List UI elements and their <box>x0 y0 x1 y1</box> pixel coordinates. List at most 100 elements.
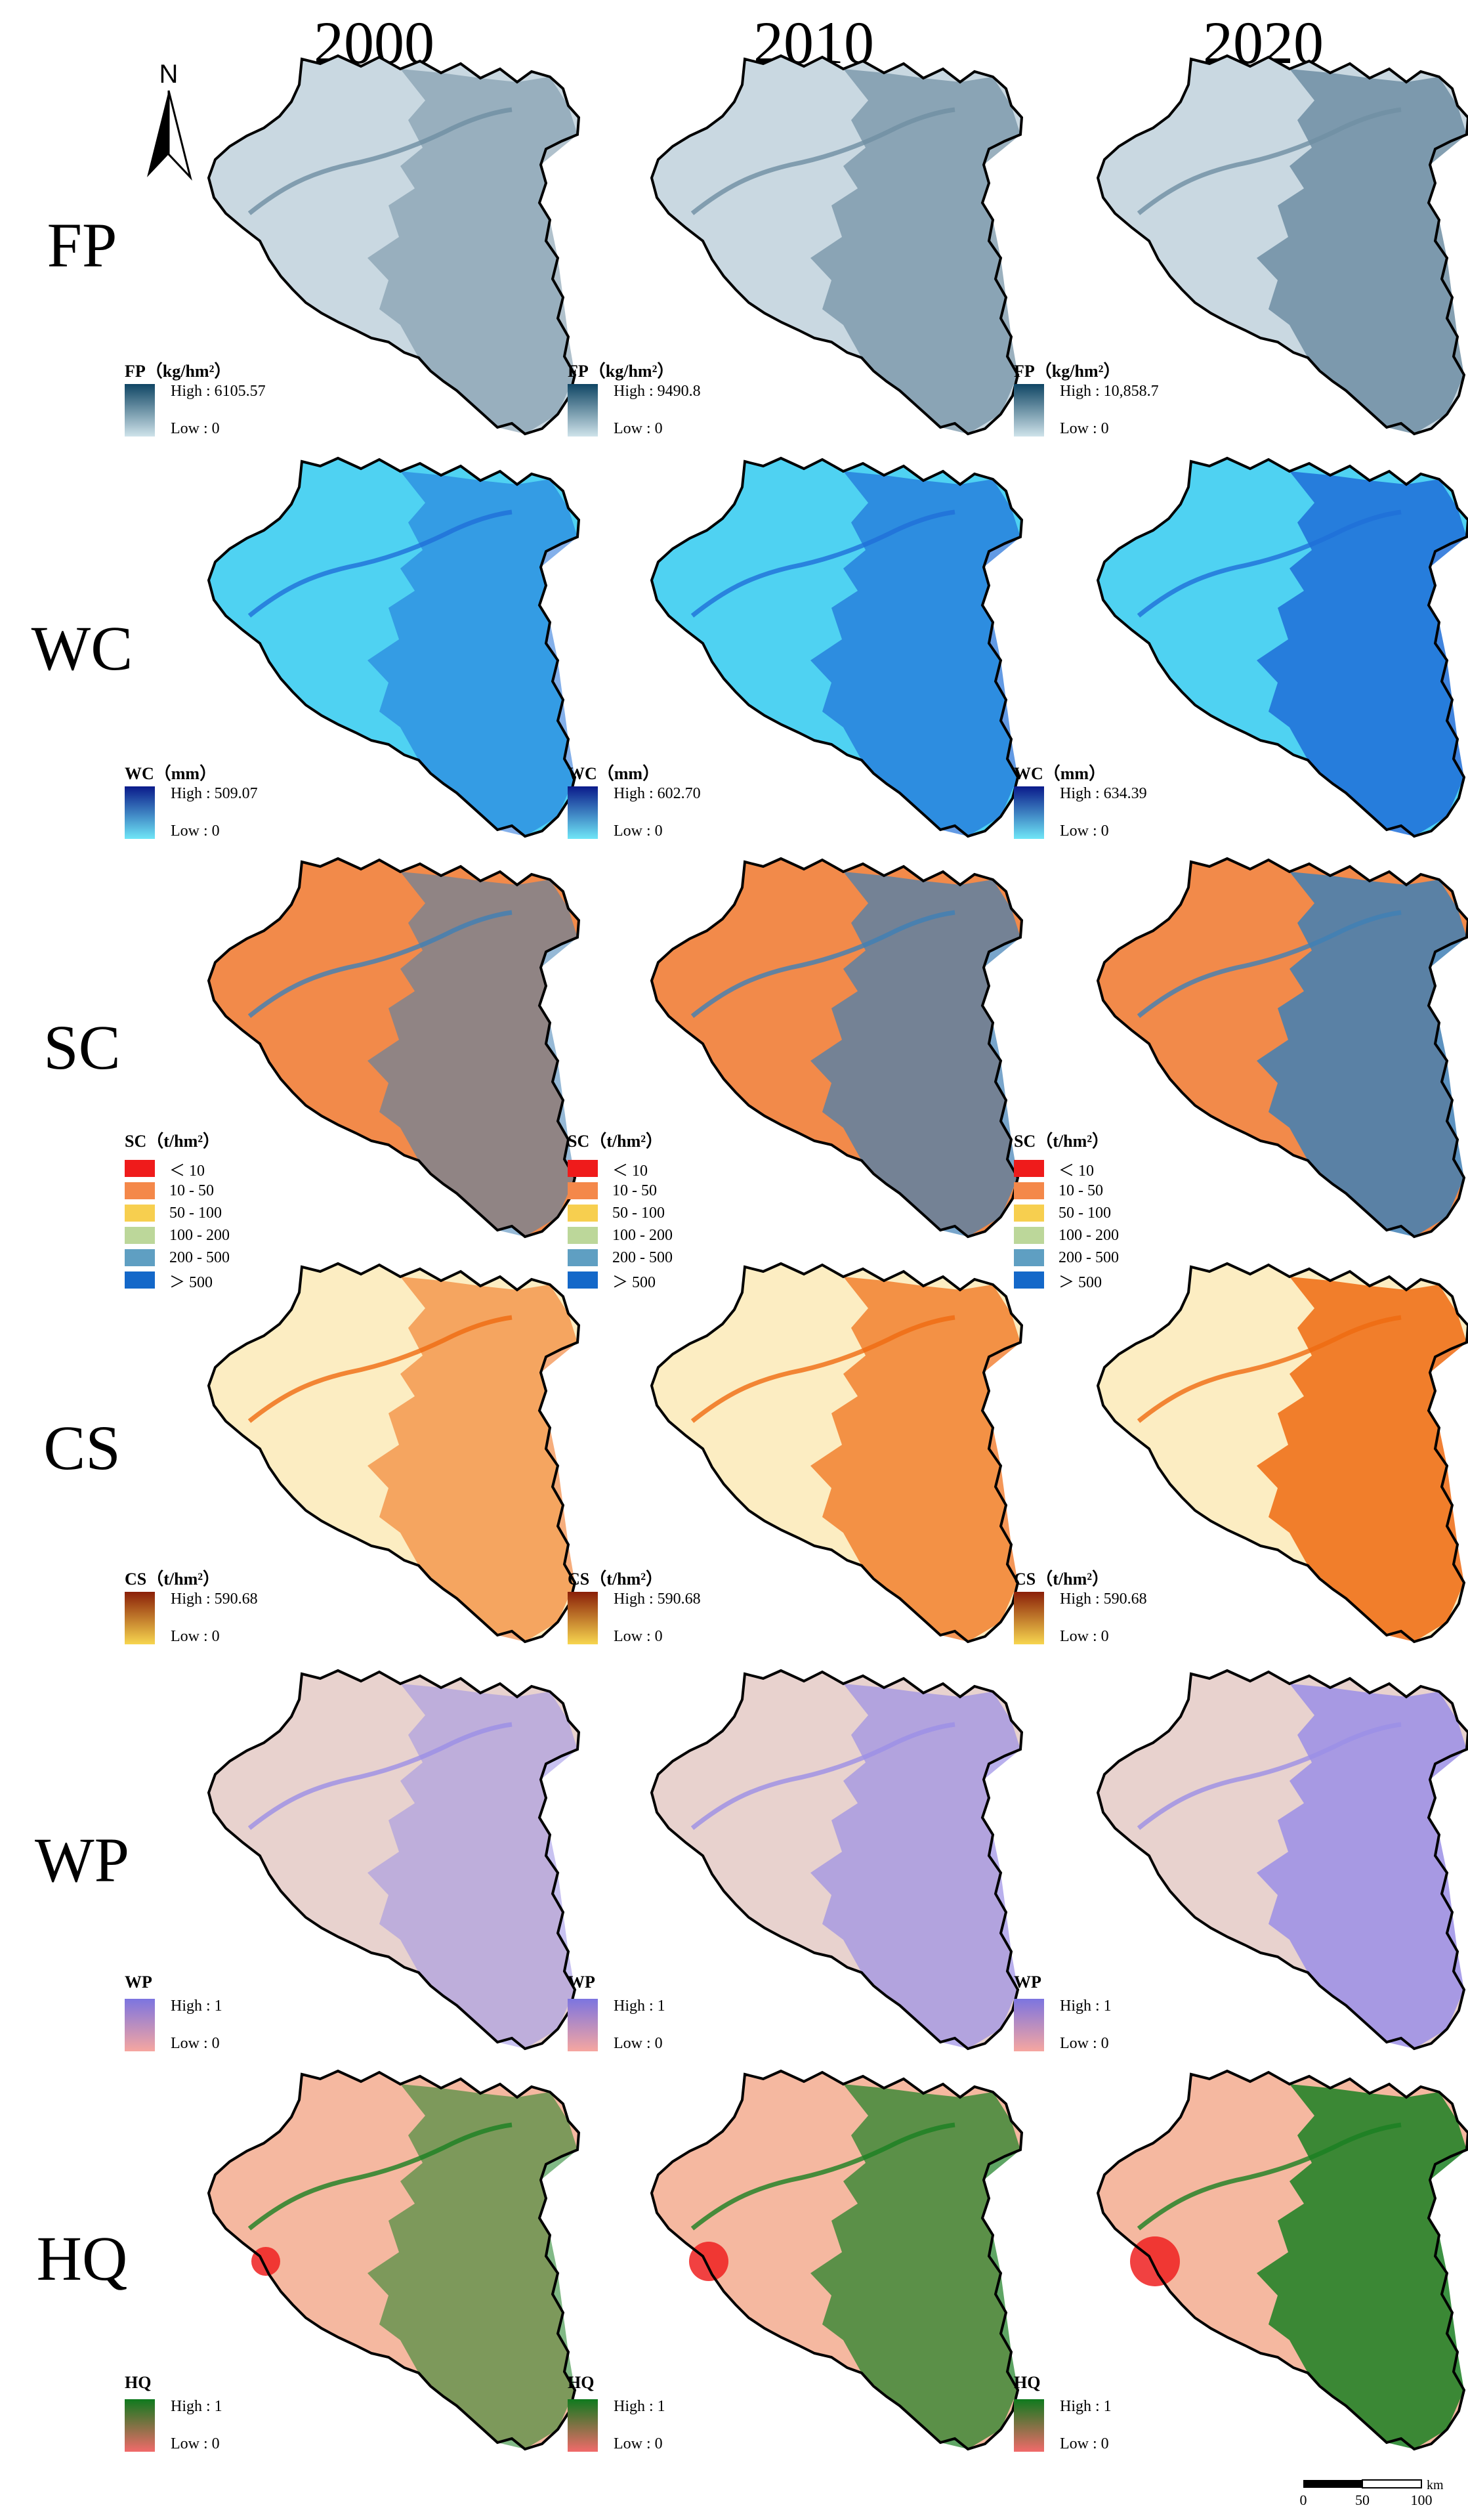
legend-class-label: ＜ 10 <box>169 1162 205 1180</box>
legend-color-ramp <box>125 384 155 437</box>
legend-title: WP <box>1014 1973 1041 1992</box>
legend-class-item: 100 - 200 <box>125 1224 387 1247</box>
map-wp-2000 <box>207 1669 581 2051</box>
map-panel-sc-2000: SC（t/hm²） ＜ 10 10 - 50 50 - 100 100 - 200 200… <box>125 852 584 1291</box>
map-panel-sc-2010: SC（t/hm²） ＜ 10 10 - 50 50 - 100 100 - 200 200… <box>568 852 1027 1291</box>
legend-color-ramp <box>1014 1592 1044 1644</box>
legend-title: WP <box>125 1973 152 1992</box>
map-cs-2020 <box>1096 1262 1468 1644</box>
highland-fill <box>367 471 577 836</box>
legend-class-swatch <box>1014 1160 1044 1177</box>
study-area-boundary <box>1096 1262 1468 1644</box>
legend-wc-2010: WC（mm） High : 602.70 Low : 0 <box>568 760 830 845</box>
legend-low-label: Low : 0 <box>1060 1628 1109 1645</box>
highland-fill <box>367 872 577 1237</box>
river-valley <box>1137 509 1402 618</box>
north-arrow-right-half <box>167 90 192 181</box>
scale-bar-tick-100: 100 <box>1411 2492 1433 2508</box>
legend-color-ramp <box>568 1592 598 1644</box>
study-area-boundary <box>650 456 1024 838</box>
map-panel-hq-2000: HQ High : 1 Low : 0 <box>125 2064 584 2458</box>
study-area-boundary <box>1096 857 1468 1239</box>
study-area-boundary <box>1096 456 1468 838</box>
legend-class-swatch <box>568 1249 598 1266</box>
legend-title: SC（t/hm²） <box>125 1132 220 1151</box>
legend-sc-2000: SC（t/hm²） ＜ 10 10 - 50 50 - 100 100 - 200 200… <box>125 1128 387 1291</box>
legend-low-label: Low : 0 <box>1060 2435 1109 2452</box>
map-panel-wc-2020: WC（mm） High : 634.39 Low : 0 <box>1014 452 1468 845</box>
study-area-boundary <box>650 2069 1024 2451</box>
river-valley <box>247 2122 513 2231</box>
legend-high-label: High : 509.07 <box>171 785 258 802</box>
map-panel-cs-2010: CS（t/hm²） High : 590.68 Low : 0 <box>568 1257 1027 1651</box>
map-fp-2020 <box>1096 54 1468 436</box>
highland-fill <box>810 872 1020 1237</box>
legend-class-item: 10 - 50 <box>568 1180 830 1202</box>
study-area-boundary <box>1096 54 1468 436</box>
legend-class-swatch <box>125 1182 155 1199</box>
legend-class-item: 50 - 100 <box>568 1202 830 1224</box>
map-panel-hq-2020: HQ High : 1 Low : 0 <box>1014 2064 1468 2458</box>
river-valley <box>247 1315 513 1423</box>
scale-bar: 0 50 100 km <box>1299 2475 1444 2514</box>
legend-high-label: High : 1 <box>171 2398 222 2415</box>
legend-title: HQ <box>1014 2373 1041 2392</box>
study-area-boundary <box>650 54 1024 436</box>
study-area-boundary <box>207 1262 581 1644</box>
legend-wp-2000: WP High : 1 Low : 0 <box>125 1973 387 2058</box>
legend-class-swatch <box>125 1205 155 1222</box>
legend-class-item: 10 - 50 <box>125 1180 387 1202</box>
legend-class-label: 100 - 200 <box>1059 1226 1119 1244</box>
river-valley <box>247 107 513 215</box>
legend-fp-2010: FP（kg/hm²） High : 9490.8 Low : 0 <box>568 358 830 443</box>
legend-high-label: High : 590.68 <box>171 1591 258 1608</box>
highland-fill <box>367 2084 577 2449</box>
row-label-sc: SC <box>43 1012 121 1082</box>
study-area-boundary <box>650 1669 1024 2051</box>
river-valley <box>1137 1722 1402 1830</box>
legend-low-label: Low : 0 <box>614 420 663 437</box>
river-valley <box>247 910 513 1018</box>
legend-class-label: 10 - 50 <box>612 1182 657 1199</box>
legend-low-label: Low : 0 <box>1060 420 1109 437</box>
highland-fill <box>367 69 577 434</box>
legend-wc-2000: WC（mm） High : 509.07 Low : 0 <box>125 760 387 845</box>
river-valley <box>690 1315 955 1423</box>
map-panel-wp-2010: WP High : 1 Low : 0 <box>568 1664 1027 2058</box>
map-wc-2010 <box>650 456 1024 838</box>
map-wc-2020 <box>1096 456 1468 838</box>
legend-class-item: ＜ 10 <box>125 1157 387 1180</box>
map-hq-2020 <box>1096 2069 1468 2451</box>
study-area-boundary <box>1096 1669 1468 2051</box>
legend-wp-2010: WP High : 1 Low : 0 <box>568 1973 830 2058</box>
legend-low-label: Low : 0 <box>614 1628 663 1645</box>
legend-low-label: Low : 0 <box>1060 822 1109 840</box>
map-panel-wp-2020: WP High : 1 Low : 0 <box>1014 1664 1468 2058</box>
map-hq-2000 <box>207 2069 581 2451</box>
legend-low-label: Low : 0 <box>614 2435 663 2452</box>
legend-cs-2020: CS（t/hm²） High : 590.68 Low : 0 <box>1014 1566 1276 1651</box>
legend-high-label: High : 1 <box>614 1997 665 2015</box>
legend-color-ramp <box>125 1999 155 2051</box>
study-area-boundary <box>207 54 581 436</box>
legend-class-item: ＞ 500 <box>1014 1269 1276 1291</box>
legend-class-item: 50 - 100 <box>1014 1202 1276 1224</box>
river-valley <box>1137 1315 1402 1423</box>
legend-high-label: High : 6105.57 <box>171 383 266 400</box>
study-area-boundary <box>1096 2069 1468 2451</box>
map-wp-2010 <box>650 1669 1024 2051</box>
legend-low-label: Low : 0 <box>171 1628 220 1645</box>
legend-class-label: 200 - 500 <box>169 1249 230 1266</box>
legend-low-label: Low : 0 <box>171 2435 220 2452</box>
legend-color-ramp <box>1014 786 1044 839</box>
urban-hotspot <box>689 2242 728 2281</box>
legend-title: FP（kg/hm²） <box>125 362 232 381</box>
legend-color-ramp <box>1014 2399 1044 2452</box>
legend-class-item: ＞ 500 <box>125 1269 387 1291</box>
legend-class-item: ＜ 10 <box>568 1157 830 1180</box>
legend-class-item: 200 - 500 <box>125 1247 387 1269</box>
legend-color-ramp <box>125 786 155 839</box>
legend-high-label: High : 1 <box>1060 1997 1112 2015</box>
legend-class-label: 100 - 200 <box>169 1226 230 1244</box>
legend-low-label: Low : 0 <box>1060 2035 1109 2052</box>
